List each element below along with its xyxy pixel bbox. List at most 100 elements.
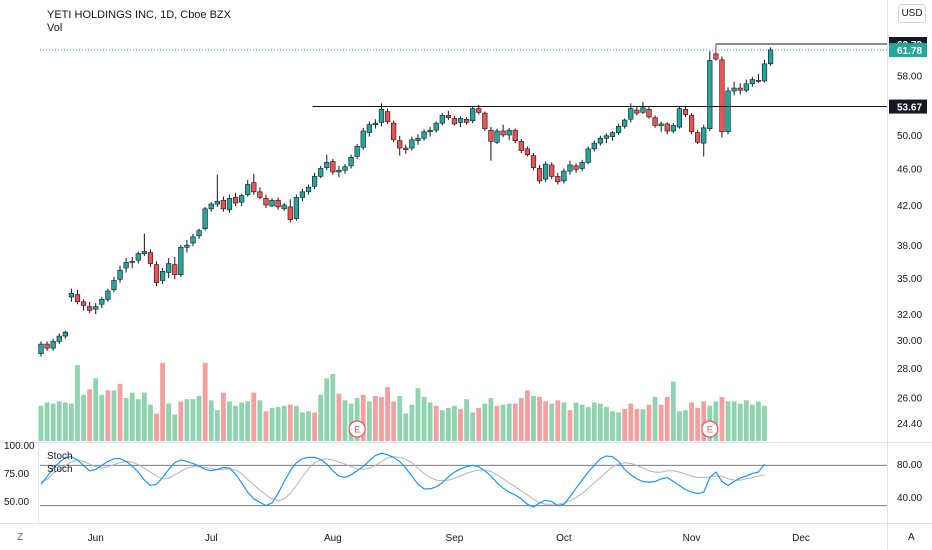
volume-bar bbox=[652, 397, 658, 441]
timezone-glyph[interactable]: Z bbox=[17, 532, 24, 543]
candle-body bbox=[737, 87, 743, 91]
volume-bar bbox=[93, 378, 99, 441]
volume-bar bbox=[111, 390, 117, 441]
volume-bar bbox=[701, 401, 707, 441]
candle-body bbox=[457, 118, 464, 123]
volume-bar bbox=[306, 411, 311, 441]
stoch-right-tick: 40.00 bbox=[897, 493, 922, 504]
volume-bar bbox=[251, 392, 257, 441]
volume-bar bbox=[427, 402, 433, 441]
candle-body bbox=[755, 79, 762, 82]
volume-bar bbox=[38, 405, 44, 441]
candle-body bbox=[378, 109, 385, 123]
stoch-lines: Stoch Stoch bbox=[40, 451, 765, 508]
candle-body bbox=[488, 129, 494, 142]
volume-bar bbox=[324, 378, 330, 441]
volume-bar bbox=[56, 401, 62, 441]
volume-bar bbox=[622, 409, 628, 441]
volume-bar bbox=[75, 365, 80, 441]
candle-body bbox=[287, 206, 293, 220]
candle-body bbox=[311, 176, 318, 187]
price-tick-label: 46.00 bbox=[897, 164, 922, 175]
price-tick-label: 58.00 bbox=[897, 71, 922, 82]
candle-body bbox=[269, 199, 275, 207]
volume-bar bbox=[62, 402, 68, 441]
volume-bar bbox=[184, 399, 190, 441]
volume-legend: Vol bbox=[47, 22, 63, 34]
volume-bar bbox=[190, 399, 196, 441]
candle-body bbox=[603, 135, 610, 139]
volume-bar bbox=[518, 398, 524, 441]
volume-bar bbox=[208, 400, 214, 441]
candle-body bbox=[536, 168, 543, 182]
candle-body bbox=[123, 262, 129, 269]
candle-body bbox=[214, 200, 220, 205]
candle-body bbox=[451, 118, 458, 125]
time-tick-label: Nov bbox=[683, 533, 701, 544]
candle-body bbox=[518, 141, 524, 151]
volume-bar bbox=[257, 400, 263, 441]
currency-button[interactable]: USD bbox=[898, 4, 926, 23]
candle-body bbox=[105, 290, 111, 300]
earnings-marker[interactable] bbox=[701, 420, 719, 438]
volume-bar bbox=[409, 404, 415, 441]
auto-scale-button[interactable]: A bbox=[908, 532, 915, 543]
volume-bar bbox=[689, 402, 694, 441]
volume-bar bbox=[129, 392, 135, 441]
candle-body bbox=[354, 146, 360, 157]
candle-body bbox=[713, 53, 719, 60]
candle-body bbox=[579, 162, 585, 169]
candle-body bbox=[646, 109, 652, 118]
price-tick-label: 24.40 bbox=[897, 419, 922, 430]
candle-body bbox=[360, 130, 366, 148]
volume-bar bbox=[312, 412, 317, 441]
candle-body bbox=[427, 129, 433, 133]
candle-body bbox=[500, 130, 506, 136]
price-tick-label: 28.00 bbox=[897, 364, 922, 375]
candle-body bbox=[615, 125, 622, 133]
volume-bar bbox=[148, 404, 153, 441]
candle-body bbox=[628, 108, 634, 120]
volume-bar bbox=[385, 387, 390, 441]
volume-bar bbox=[336, 393, 342, 441]
volume-bar bbox=[373, 395, 378, 441]
candle-body bbox=[166, 263, 172, 273]
price-tick-label: 42.00 bbox=[897, 201, 922, 212]
candle-body bbox=[561, 170, 567, 182]
candle-body bbox=[761, 63, 768, 82]
volume-bar bbox=[664, 397, 670, 441]
candle-body bbox=[506, 129, 512, 136]
volume-bar bbox=[506, 403, 512, 441]
volume-bar bbox=[214, 410, 220, 441]
volume-bar bbox=[330, 373, 336, 441]
volume-bar bbox=[160, 362, 165, 441]
candle-body bbox=[178, 246, 184, 276]
volume-bar bbox=[670, 381, 676, 441]
candle-body bbox=[366, 124, 372, 133]
volume-bar bbox=[141, 392, 147, 441]
volume-bar bbox=[415, 388, 421, 441]
stoch-left-tick: 100.00 bbox=[4, 441, 35, 452]
earnings-marker[interactable] bbox=[348, 420, 366, 438]
volume-bar bbox=[537, 397, 542, 441]
volume-bar bbox=[646, 404, 652, 441]
candle-body bbox=[695, 132, 701, 143]
candle-body bbox=[731, 87, 737, 92]
volume-bar bbox=[178, 401, 184, 441]
stoch-left-tick: 50.00 bbox=[4, 497, 29, 508]
volume-bar bbox=[342, 400, 348, 441]
candle-body bbox=[743, 83, 749, 91]
volume-bar bbox=[756, 401, 761, 441]
candle-body bbox=[196, 230, 202, 237]
candle-body bbox=[634, 109, 640, 114]
volume-bar bbox=[482, 403, 488, 441]
price-tick-label: 50.00 bbox=[897, 131, 922, 142]
candle-body bbox=[220, 199, 227, 210]
price-tick-label: 35.00 bbox=[897, 274, 922, 285]
candle-body bbox=[56, 335, 62, 342]
volume-bar bbox=[695, 408, 701, 441]
volume-bar bbox=[762, 405, 767, 441]
volume-bar bbox=[196, 395, 202, 441]
volume-bar bbox=[135, 399, 141, 441]
